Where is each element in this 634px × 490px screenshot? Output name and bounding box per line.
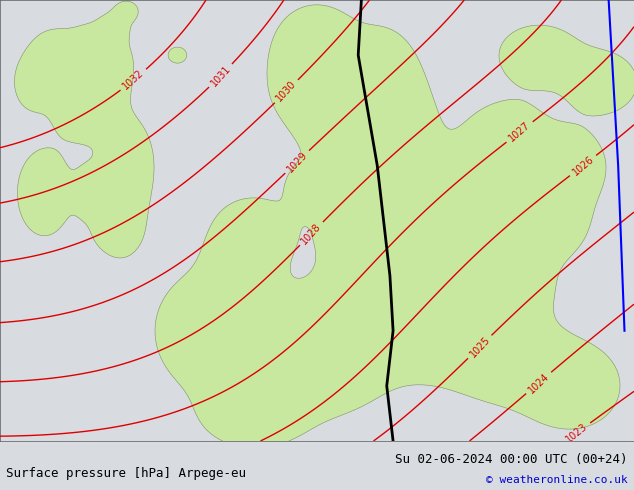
Text: 1031: 1031 (209, 63, 233, 88)
Text: 1024: 1024 (526, 371, 551, 395)
Text: 1029: 1029 (285, 149, 309, 174)
Text: 1027: 1027 (507, 120, 533, 144)
Text: 1028: 1028 (299, 221, 323, 246)
Text: 1030: 1030 (275, 79, 299, 104)
Text: 1026: 1026 (571, 154, 595, 177)
Text: Surface pressure [hPa] Arpege-eu: Surface pressure [hPa] Arpege-eu (6, 467, 247, 480)
Text: © weatheronline.co.uk: © weatheronline.co.uk (486, 475, 628, 485)
Text: 1025: 1025 (468, 334, 492, 359)
Text: 1023: 1023 (564, 421, 590, 444)
Text: 1032: 1032 (121, 68, 146, 92)
Text: Su 02-06-2024 00:00 UTC (00+24): Su 02-06-2024 00:00 UTC (00+24) (395, 452, 628, 466)
